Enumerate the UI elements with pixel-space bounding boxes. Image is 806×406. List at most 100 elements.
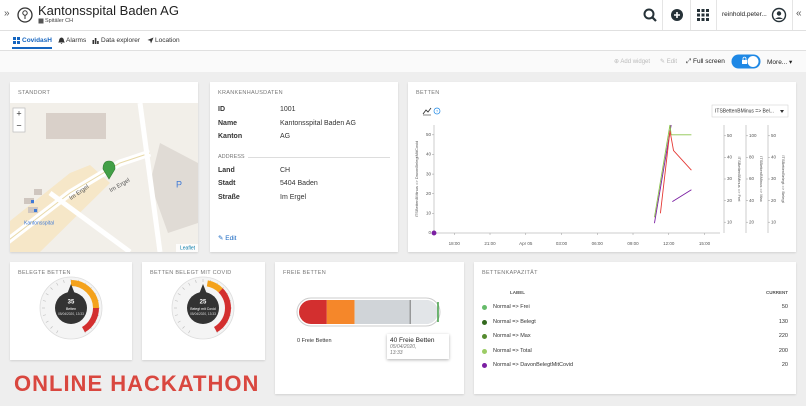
gauge-graduation [215,330,218,334]
zoom-out[interactable]: − [16,120,21,130]
row-label: Normal => Frei [493,304,530,310]
map[interactable]: Kantonsspital Im Ergel Im Ergel P + − Le… [10,103,198,252]
gauge-graduation [45,320,49,323]
level-band [299,300,327,324]
gauge-graduation [188,282,191,286]
section-rule [248,157,390,158]
user-icon[interactable] [771,7,787,23]
group-icon [38,18,44,24]
road [137,103,163,252]
gauge-center [55,292,87,324]
road-edge [10,152,151,240]
row-label: Normal => DavonBelegtMitCovid [493,362,574,368]
attribution[interactable]: Leaflet [180,245,196,251]
edit-label: Edit [666,59,678,65]
edit-link[interactable]: ✎ Edit [218,235,237,242]
field-value: Kantonsspital Baden AG [280,120,356,127]
tab-icon [92,38,99,44]
map-card: STANDORT Kantonsspital Im Ergel Im Ergel… [10,82,198,252]
gauge-graduation [42,314,46,316]
search-icon[interactable] [640,6,660,24]
gauge-value: 25 [200,300,207,306]
field-label: Kanton [218,133,243,140]
gauge-center [187,292,219,324]
apps-icon[interactable] [696,8,710,22]
gauge-label: Belegt mit Covid [190,307,216,311]
legend-dot [482,319,487,325]
gauge-graduation [50,287,53,290]
field-label: ID [218,106,225,113]
gauge-graduation [188,330,191,334]
row-value: 200 [778,347,788,354]
row-value: 220 [778,333,788,339]
level-value-fill [410,300,438,324]
gauge-label: Betten [66,307,76,311]
location-marker[interactable] [102,160,116,180]
row-label: Normal => Max [493,333,531,339]
attribution-bg [176,244,198,252]
edit-label: Edit [225,235,237,242]
field-label: Stadt [218,180,236,187]
user-name[interactable]: reinhold.peter... [722,11,767,18]
tab-active[interactable]: CovidasH [22,37,52,44]
row-label: Normal => Total [493,347,532,354]
field-value: 1001 [280,106,296,113]
zoom-in[interactable]: + [16,108,21,118]
buildings [24,189,42,213]
tab[interactable]: Location [155,37,180,44]
field-label: Straße [218,194,240,201]
field-value: 5404 Baden [280,180,318,187]
gauge-graduation [83,330,86,334]
row-value: 20 [781,362,788,368]
card-title: BELEGTE BETTEN [18,270,71,276]
legend-dot [482,348,487,354]
tab-icon [147,37,154,44]
separator [716,0,717,30]
level-band [326,300,355,324]
tab[interactable]: Data explorer [101,37,141,44]
collapse-panel[interactable]: « [796,8,802,19]
gauge-band [70,280,99,309]
add-icon[interactable] [668,6,686,24]
more-button[interactable]: More... ▾ [767,59,793,66]
card-title: STANDORT [18,90,51,96]
add-widget-label: Add widget [620,59,651,65]
tab[interactable]: Alarms [66,37,87,44]
tab-bar [0,31,806,51]
table-card: BETTENKAPAZITÄT LABEL CURRENT Normal => … [474,262,796,394]
full-screen-label: Full screen [693,58,725,65]
edit-button[interactable]: ✎ Edit [660,59,678,65]
field-value: CH [280,167,291,174]
section-title: ADDRESS [218,154,245,160]
full-screen-button[interactable]: ⤢ Full screen [686,58,725,65]
zoom-control [12,107,26,133]
column-header: LABEL [510,290,525,295]
expand-menu[interactable]: » [4,8,10,19]
gauge-graduation [56,330,59,334]
building [150,143,198,233]
card-title: BETTEN [416,90,440,96]
map-label: Kantonsspital [24,220,54,226]
level-segments [299,300,438,324]
row-label: Normal => Belegt [493,318,536,325]
page-subtitle[interactable]: Spitäler CH [45,18,74,24]
card-title: BETTENKAPAZITÄT [482,270,538,276]
gauge-graduation [195,279,197,283]
hospital-icons [31,200,37,212]
card-title: BETTEN BELEGT MIT COVID [150,270,232,276]
gauge-graduation [50,326,53,329]
app-logo [17,7,33,23]
tooltip: 40 Freie Betten 05/04/2020, 13:33 [387,334,449,359]
page-title: Kantonsspital Baden AG [38,3,179,18]
gauge-date: 05/04/2020, 13:33 [58,312,84,316]
capacity-table: LABEL CURRENT Normal => Frei 50 Normal => … [474,262,796,394]
field-label: Name [218,120,238,127]
add-widget-button[interactable]: ⊕ Add widget [614,59,651,65]
gauge-graduation [42,300,46,302]
parking-label: P [176,179,182,189]
tab-icon [58,37,65,44]
lock-toggle[interactable] [731,54,761,69]
row-value: 50 [781,304,788,310]
